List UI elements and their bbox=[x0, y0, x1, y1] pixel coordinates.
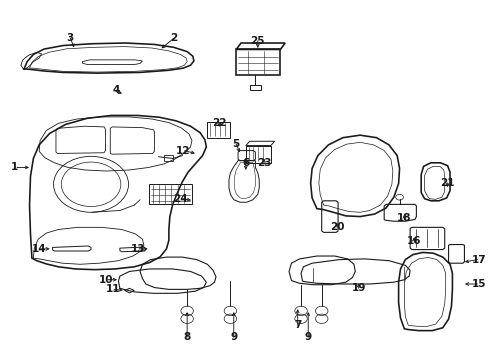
Text: 10: 10 bbox=[99, 275, 113, 285]
Text: 11: 11 bbox=[105, 284, 120, 294]
Text: 17: 17 bbox=[471, 255, 485, 265]
Text: 4: 4 bbox=[112, 85, 120, 95]
Text: 24: 24 bbox=[173, 194, 188, 204]
Bar bbox=[148, 184, 192, 204]
Text: 9: 9 bbox=[304, 332, 311, 342]
Bar bbox=[207, 122, 230, 138]
Text: 7: 7 bbox=[293, 320, 301, 330]
Text: 16: 16 bbox=[406, 236, 420, 246]
Text: 20: 20 bbox=[329, 222, 344, 232]
Text: 13: 13 bbox=[130, 244, 144, 254]
Text: 2: 2 bbox=[170, 33, 177, 43]
Text: 25: 25 bbox=[250, 36, 264, 46]
Text: 21: 21 bbox=[440, 178, 454, 188]
Text: 15: 15 bbox=[471, 279, 485, 289]
Bar bbox=[164, 155, 172, 161]
Text: 1: 1 bbox=[11, 162, 19, 172]
Text: 8: 8 bbox=[183, 332, 190, 342]
Text: 22: 22 bbox=[212, 118, 226, 128]
Text: 14: 14 bbox=[32, 244, 46, 254]
Text: 12: 12 bbox=[176, 145, 190, 156]
Text: 5: 5 bbox=[232, 139, 239, 149]
Text: 3: 3 bbox=[67, 33, 74, 43]
Text: 6: 6 bbox=[242, 158, 249, 168]
Text: 19: 19 bbox=[351, 283, 365, 293]
Text: 18: 18 bbox=[396, 213, 411, 222]
Text: 9: 9 bbox=[230, 332, 237, 342]
Text: 23: 23 bbox=[256, 158, 271, 168]
